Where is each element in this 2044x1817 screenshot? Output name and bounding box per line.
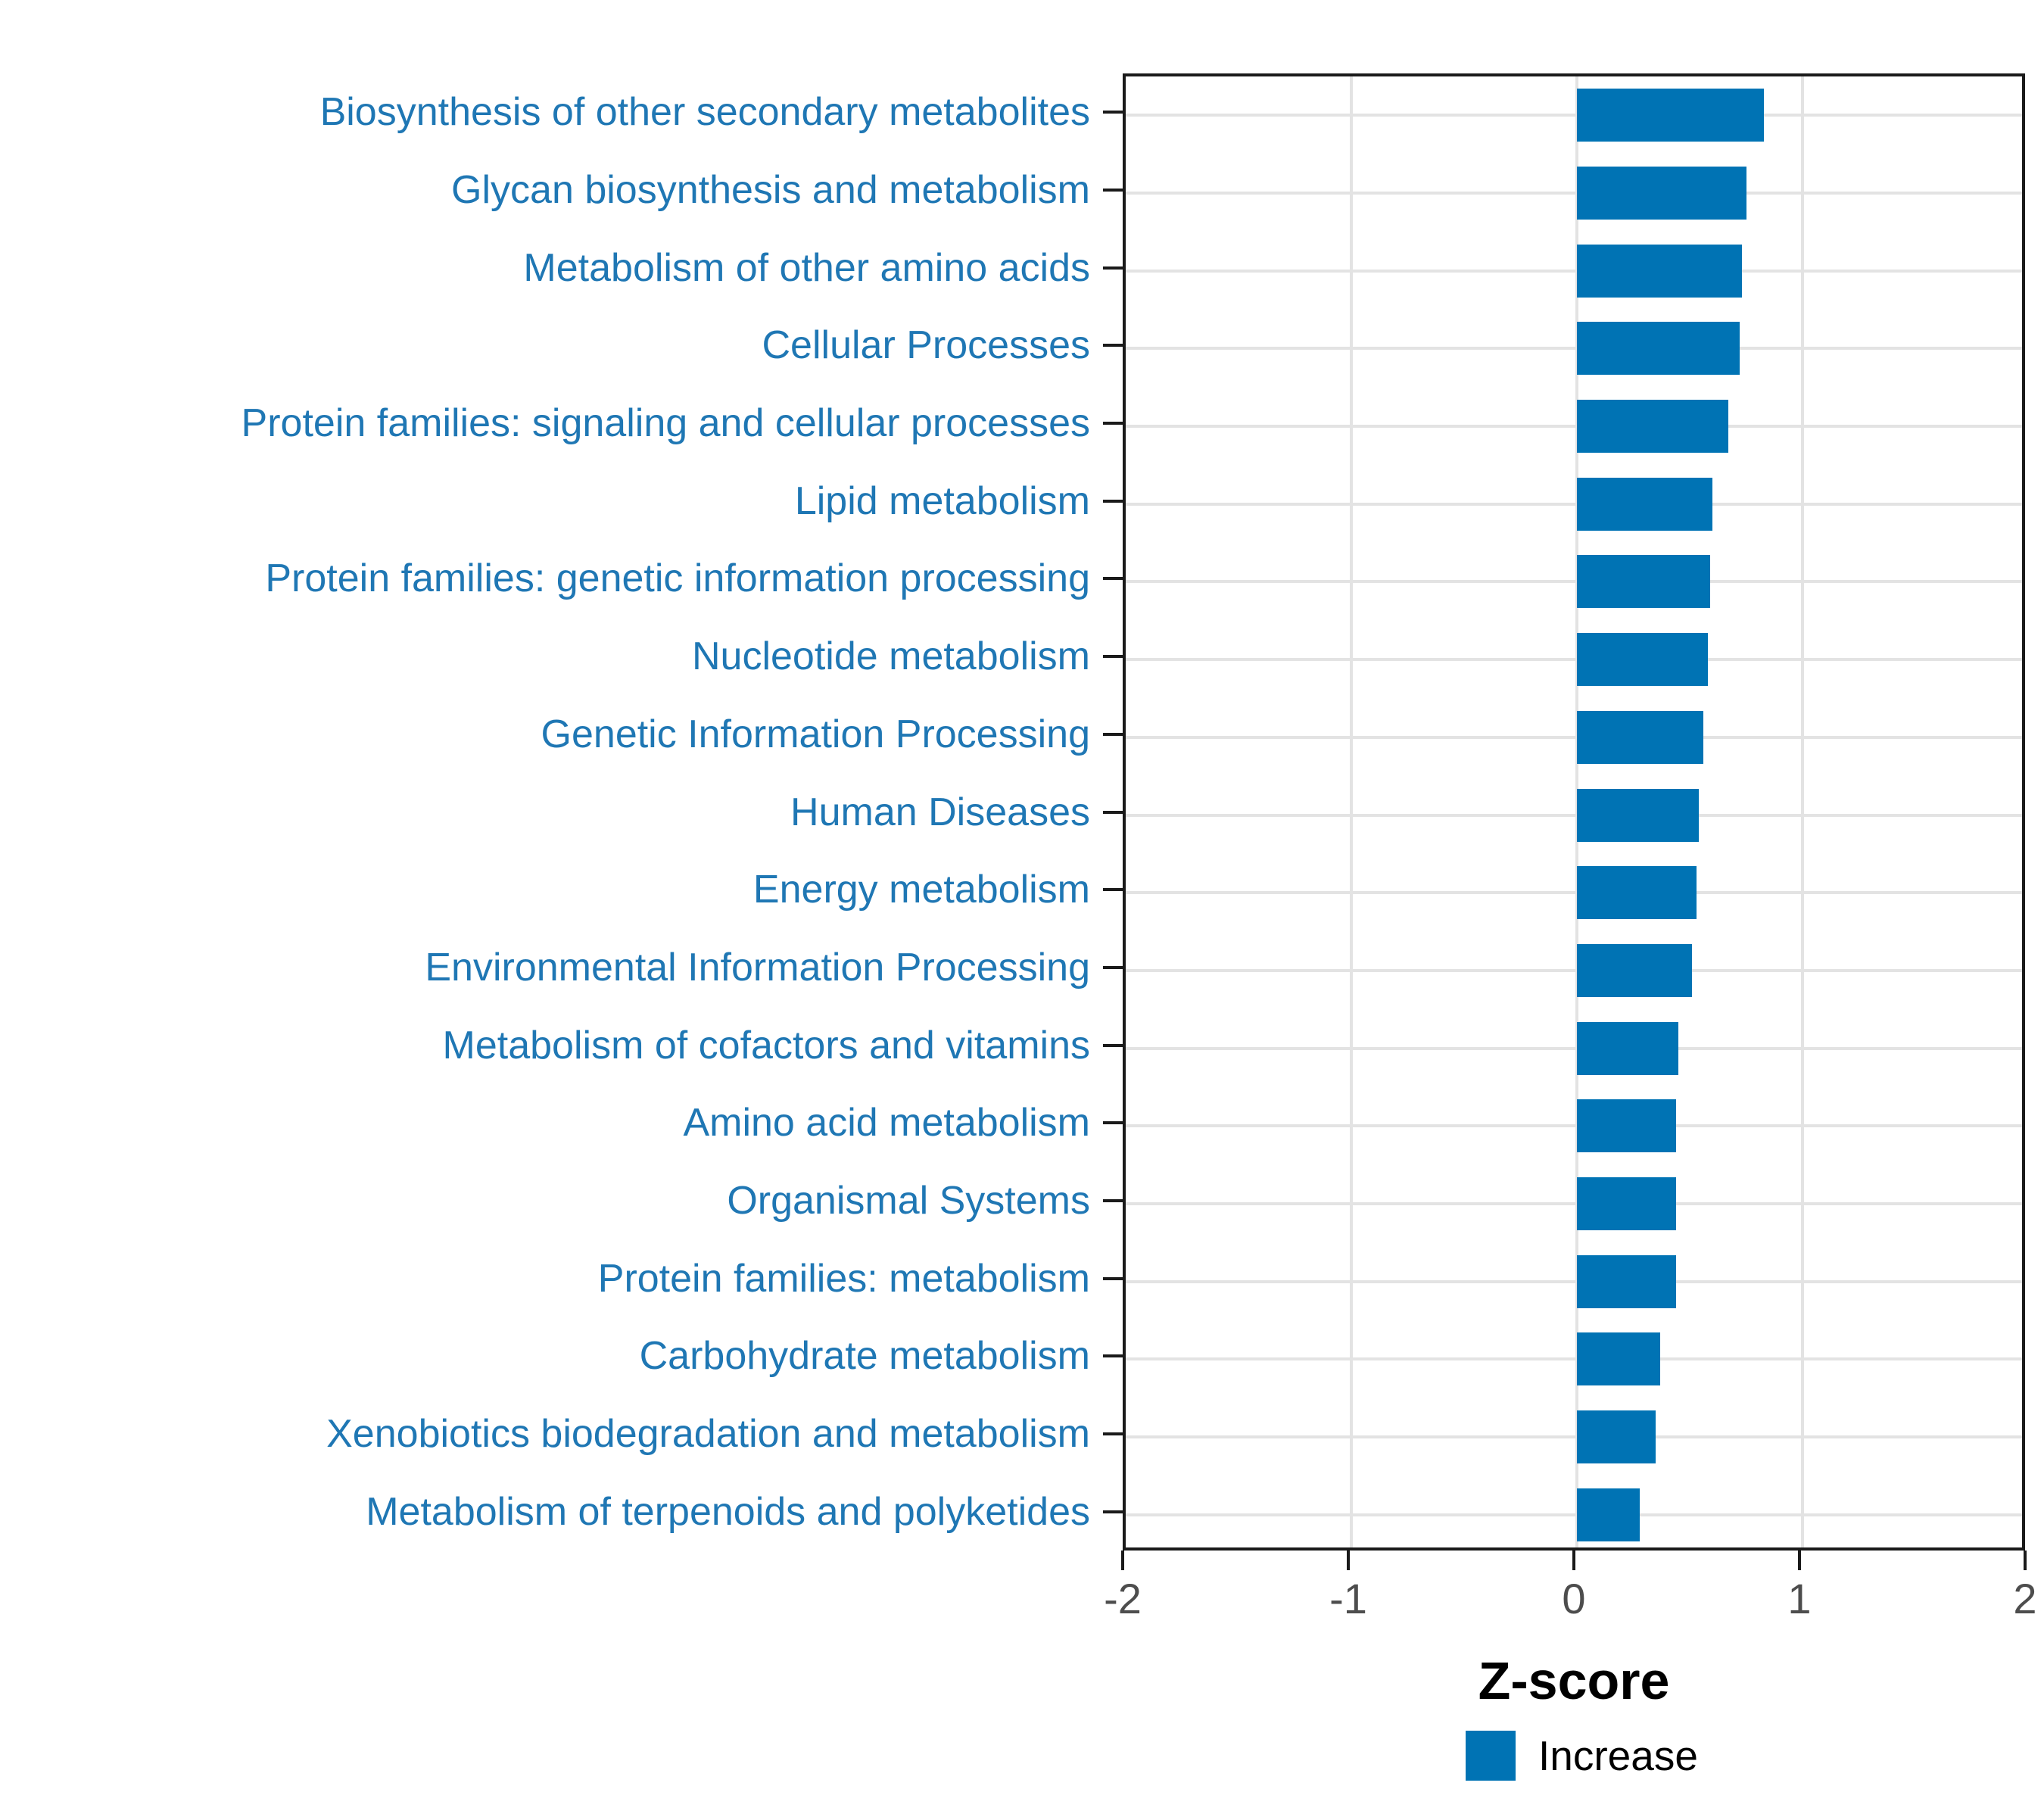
bar-7 — [1577, 633, 1708, 687]
y-tick — [1103, 499, 1123, 503]
y-axis-label: Protein families: metabolism — [597, 1256, 1090, 1301]
y-tick — [1103, 1043, 1123, 1047]
bar-15 — [1577, 1254, 1677, 1308]
y-axis-label: Carbohydrate metabolism — [639, 1334, 1090, 1379]
bar-16 — [1577, 1332, 1661, 1386]
bar-13 — [1577, 1099, 1677, 1153]
y-tick — [1103, 1276, 1123, 1280]
y-axis-label: Energy metabolism — [752, 868, 1090, 912]
y-axis-label: Human Diseases — [790, 790, 1090, 834]
bar-6 — [1577, 555, 1710, 609]
x-axis-title: Z-score — [1478, 1651, 1670, 1710]
bar-11 — [1577, 943, 1692, 997]
y-axis-label: Amino acid metabolism — [683, 1101, 1090, 1145]
y-tick — [1103, 888, 1123, 892]
y-tick — [1103, 422, 1123, 425]
y-axis-label: Protein families: signaling and cellular… — [241, 401, 1090, 446]
y-tick — [1103, 1121, 1123, 1125]
x-tick-label-1: 1 — [1787, 1575, 1812, 1622]
y-tick — [1103, 1198, 1123, 1202]
bar-3 — [1577, 322, 1740, 376]
bar-4 — [1577, 400, 1728, 453]
gridline-row — [1126, 347, 2022, 351]
y-tick — [1103, 577, 1123, 581]
gridline-row — [1126, 968, 2022, 972]
x-tick-0 — [1572, 1551, 1575, 1570]
x-tick--2 — [1121, 1551, 1124, 1570]
gridline-row — [1126, 1201, 2022, 1205]
gridline-row — [1126, 192, 2022, 195]
y-axis-label: Environmental Information Processing — [425, 945, 1090, 990]
gridline-row — [1126, 580, 2022, 584]
y-tick — [1103, 1354, 1123, 1358]
gridline-x--1 — [1350, 76, 1353, 1547]
y-tick — [1103, 810, 1123, 814]
plot-panel — [1123, 73, 2025, 1551]
y-axis-label: Xenobiotics biodegradation and metabolis… — [326, 1411, 1090, 1456]
y-tick — [1103, 111, 1123, 114]
y-tick — [1103, 655, 1123, 659]
legend-swatch-increase-icon — [1466, 1731, 1516, 1781]
bar-18 — [1577, 1488, 1640, 1541]
x-tick-label--1: -1 — [1329, 1575, 1367, 1622]
bar-14 — [1577, 1177, 1677, 1230]
gridline-row — [1126, 1046, 2022, 1050]
gridline-row — [1126, 114, 2022, 117]
bar-12 — [1577, 1021, 1679, 1075]
y-tick — [1103, 266, 1123, 270]
gridline-x-1 — [1801, 76, 1804, 1547]
legend: Increase — [1466, 1731, 1698, 1781]
bar-1 — [1577, 167, 1746, 220]
gridline-row — [1126, 502, 2022, 506]
gridline-row — [1126, 1513, 2022, 1516]
x-tick-label-0: 0 — [1562, 1575, 1586, 1622]
y-tick — [1103, 189, 1123, 192]
bar-5 — [1577, 477, 1712, 531]
y-axis-label: Metabolism of terpenoids and polyketides — [366, 1489, 1090, 1534]
gridline-row — [1126, 1279, 2022, 1283]
gridline-row — [1126, 658, 2022, 662]
y-tick — [1103, 1510, 1123, 1513]
y-axis-label: Metabolism of other amino acids — [523, 245, 1090, 290]
bar-17 — [1577, 1410, 1656, 1463]
gridline-row — [1126, 813, 2022, 817]
y-tick — [1103, 1432, 1123, 1435]
gridline-row — [1126, 1435, 2022, 1438]
bar-9 — [1577, 788, 1699, 842]
x-tick-label-2: 2 — [2013, 1575, 2037, 1622]
bar-2 — [1577, 244, 1742, 298]
x-tick-1 — [1798, 1551, 1801, 1570]
y-tick — [1103, 344, 1123, 348]
gridline-row — [1126, 425, 2022, 429]
y-axis-label: Genetic Information Processing — [541, 712, 1090, 756]
gridline-row — [1126, 891, 2022, 895]
bar-0 — [1577, 89, 1765, 142]
y-axis-label: Organismal Systems — [727, 1178, 1090, 1223]
x-tick-label--2: -2 — [1104, 1575, 1142, 1622]
y-axis-label: Nucleotide metabolism — [691, 634, 1090, 679]
y-axis-label: Biosynthesis of other secondary metaboli… — [319, 90, 1090, 135]
x-tick-2 — [2024, 1551, 2027, 1570]
gridline-row — [1126, 735, 2022, 739]
gridline-row — [1126, 1124, 2022, 1128]
y-tick — [1103, 732, 1123, 736]
y-axis-label: Protein families: genetic information pr… — [265, 556, 1090, 601]
x-tick--1 — [1347, 1551, 1350, 1570]
y-axis-label: Metabolism of cofactors and vitamins — [442, 1023, 1090, 1067]
bar-8 — [1577, 710, 1703, 764]
y-tick — [1103, 965, 1123, 969]
y-axis-label: Cellular Processes — [762, 323, 1091, 368]
bar-10 — [1577, 866, 1697, 920]
gridline-row — [1126, 269, 2022, 273]
legend-label-increase: Increase — [1538, 1732, 1698, 1779]
y-axis-label: Glycan biosynthesis and metabolism — [451, 168, 1090, 213]
y-axis-label: Lipid metabolism — [794, 478, 1090, 523]
gridline-row — [1126, 1357, 2022, 1361]
